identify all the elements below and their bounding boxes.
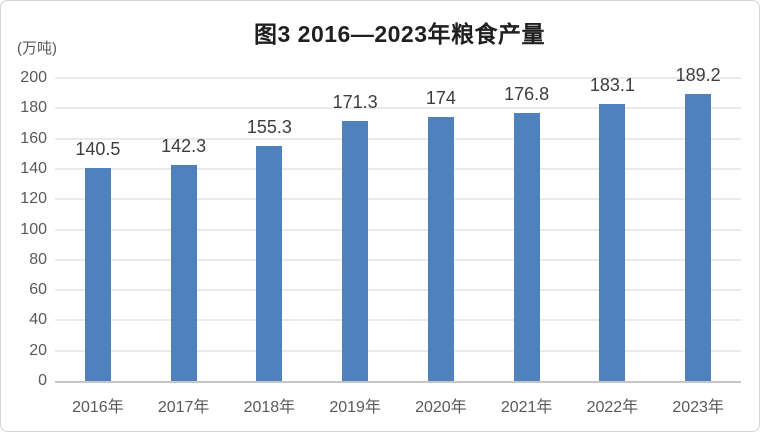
y-tick-label: 0 [38,372,47,389]
bar-slot: 189.2 [655,66,741,381]
x-tick-label: 2018年 [243,399,296,416]
bar-value-label: 140.5 [75,139,121,160]
x-tick-label: 2021年 [500,399,553,416]
bar-value-label: 174 [425,88,456,109]
x-tick-label: 2019年 [329,399,381,416]
gridline [55,77,741,79]
y-axis-unit-label: (万吨) [17,40,57,57]
y-tick-label: 160 [20,129,47,147]
x-tick-label: 2016年 [72,399,124,416]
gridline [55,349,741,352]
y-tick-label: 60 [29,281,47,299]
x-tick-label: 2023年 [672,399,724,416]
bar-value-label: 171.3 [332,92,378,113]
y-tick-label: 40 [29,311,47,329]
bar [427,117,454,381]
bar-value-label: 183.1 [589,74,635,95]
x-tick-label: 2022年 [586,399,639,416]
bar [256,145,283,381]
gridline [55,107,741,110]
x-axis: 2016年 2017年 2018年 2019年 2020年 2021年 2022年 2023年 [55,393,741,419]
bar [685,94,712,381]
y-tick-label: 200 [20,69,47,86]
bar-slot: 155.3 [227,78,313,381]
bar [84,168,111,381]
bar-slot: 174 [398,78,484,381]
gridline [55,228,741,231]
plot-area: 140.5 142.3 155.3 171.3 174 176.8 183.1 189.2 [55,66,741,383]
y-tick-label: 20 [29,341,47,359]
y-tick-label: 140 [20,159,47,177]
bar [513,113,540,381]
bar-value-label: 155.3 [246,116,292,137]
gridline [55,258,741,261]
x-tick-label: 2017年 [157,399,210,416]
bar-slot: 171.3 [312,78,398,381]
gridline [55,289,741,292]
y-tick-label: 180 [20,99,47,117]
bar-slot: 142.3 [141,78,227,381]
bar-slot: 183.1 [570,74,656,381]
bar [170,165,197,381]
bars-layer: 140.5 142.3 155.3 171.3 174 176.8 183.1 189.2 [55,66,741,381]
bar [599,103,626,381]
x-tick-label: 2020年 [415,399,467,416]
y-tick-label: 120 [20,190,47,208]
bar-value-label: 189.2 [675,65,721,86]
bar-slot: 140.5 [55,78,141,381]
bar-value-label: 142.3 [161,136,207,157]
y-tick-label: 80 [29,250,47,268]
gridline [55,319,741,322]
bar [342,121,369,381]
bar-value-label: 176.8 [504,84,550,105]
chart-title: 图3 2016—2023年粮食产量 [253,21,545,47]
gridline [55,167,741,170]
gridline [55,137,741,140]
y-axis: 0 20 40 60 80 100 120 140 160 180 200 [1,70,47,389]
bar-slot: 176.8 [484,78,570,381]
y-tick-label: 100 [20,220,47,238]
gridline [55,198,741,201]
